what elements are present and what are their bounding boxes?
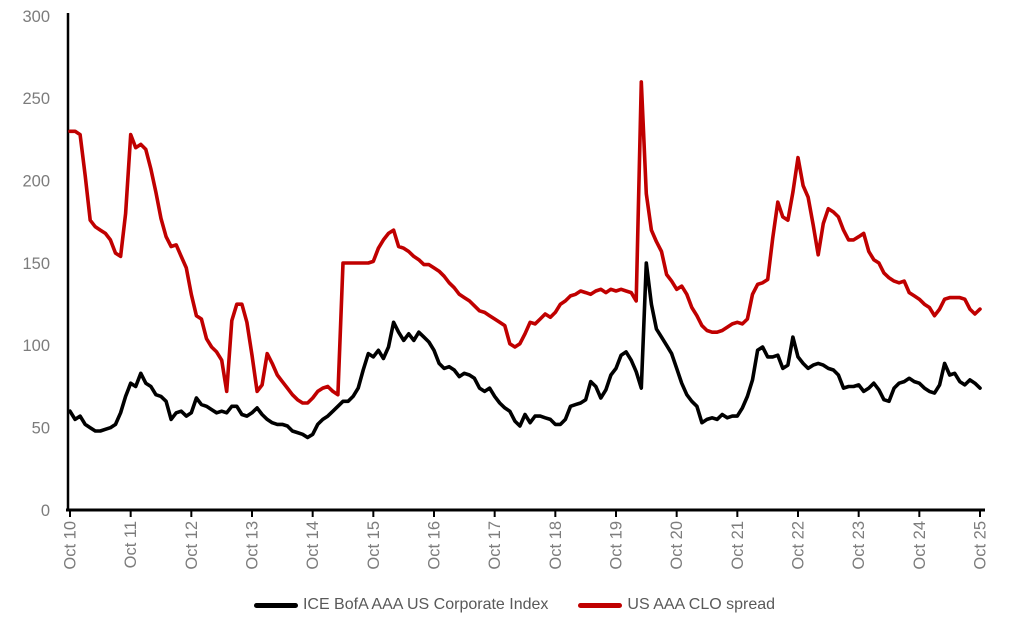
x-axis-tick-label: Oct 20 bbox=[668, 521, 686, 570]
legend-label-corporate-index: ICE BofA AAA US Corporate Index bbox=[302, 596, 549, 613]
x-axis-tick-label: Oct 19 bbox=[607, 521, 625, 570]
legend-label-clo-spread: US AAA CLO spread bbox=[627, 596, 776, 613]
x-axis-tick-label: Oct 11 bbox=[122, 521, 140, 568]
x-axis-tick-label: Oct 25 bbox=[971, 521, 989, 570]
legend-item-corporate-index: ICE BofA AAA US Corporate Index bbox=[253, 596, 549, 614]
x-axis-tick-label: Oct 15 bbox=[365, 521, 383, 570]
y-axis-tick-label: 0 bbox=[41, 502, 50, 520]
legend: ICE BofA AAA US Corporate Index US AAA C… bbox=[0, 596, 1029, 614]
legend-item-clo-spread: US AAA CLO spread bbox=[578, 596, 775, 614]
series-line-ice-bofa-aaa-us-corporate-index bbox=[68, 261, 982, 440]
y-axis-tick-label: 300 bbox=[22, 8, 50, 26]
x-axis-tick-label: Oct 23 bbox=[850, 521, 868, 570]
series-line-us-aaa-clo-spread bbox=[68, 80, 982, 405]
x-axis-tick-label: Oct 21 bbox=[729, 521, 747, 570]
x-axis-tick-label: Oct 22 bbox=[789, 521, 807, 570]
y-axis-tick-label: 200 bbox=[22, 172, 50, 190]
y-axis-tick-label: 150 bbox=[22, 255, 50, 273]
y-axis-tick-label: 100 bbox=[22, 337, 50, 355]
x-axis-tick-label: Oct 14 bbox=[304, 521, 322, 570]
y-axis-tick-label: 250 bbox=[22, 90, 50, 108]
red-line-swatch-icon bbox=[578, 602, 623, 608]
black-line-swatch-icon bbox=[253, 602, 298, 608]
x-axis-tick-label: Oct 16 bbox=[425, 521, 443, 570]
x-axis-tick-label: Oct 10 bbox=[61, 521, 79, 570]
x-axis-tick-label: Oct 24 bbox=[911, 521, 929, 570]
x-axis-tick-label: Oct 12 bbox=[183, 521, 201, 570]
y-axis-tick-label: 50 bbox=[32, 419, 50, 437]
x-axis-tick-label: Oct 17 bbox=[486, 521, 504, 570]
x-axis-tick-label: Oct 13 bbox=[243, 521, 261, 570]
x-axis-tick-label: Oct 18 bbox=[547, 521, 565, 570]
